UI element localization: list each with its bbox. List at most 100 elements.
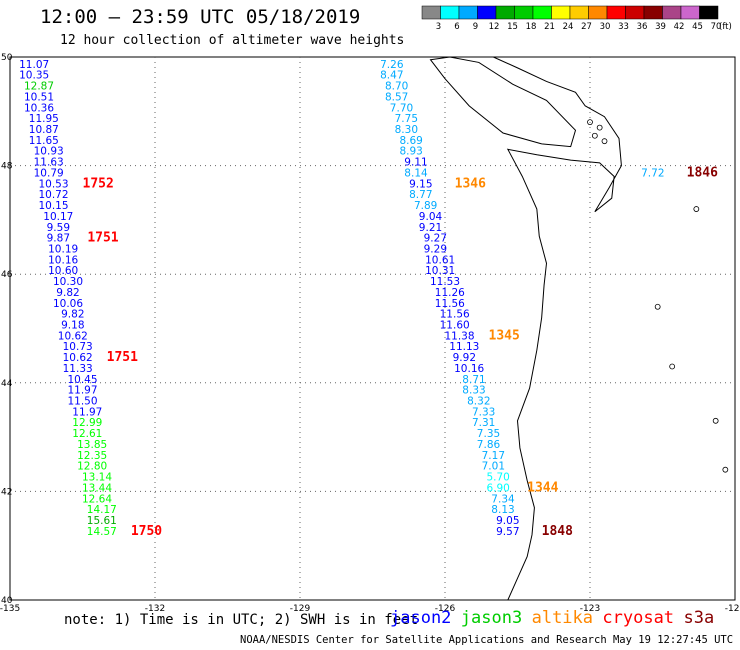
wave-height-value: 10.93 bbox=[34, 146, 64, 158]
wave-height-value: 10.16 bbox=[454, 363, 484, 375]
color-legend: 3 6 9 12 15 18 21 24 27 30 33 36 39 42 45 70(ft) bbox=[421, 5, 732, 32]
wave-height-value: 7.34 bbox=[491, 493, 515, 505]
legend-swatch bbox=[588, 5, 608, 20]
wave-height-value: 11.50 bbox=[67, 396, 97, 408]
wave-height-value: 11.26 bbox=[435, 287, 465, 299]
wave-height-value: 10.06 bbox=[53, 298, 83, 310]
lat-tick-label: 42 bbox=[1, 487, 12, 497]
wave-height-value: 9.27 bbox=[424, 233, 447, 245]
pass-time-labels: 1752 1751 1751 1750 1346 1345 1344 1848 1846 bbox=[83, 165, 719, 538]
wave-height-value: 12.99 bbox=[72, 417, 102, 429]
legend-label: 36 bbox=[637, 22, 648, 32]
map-title: 12:00 – 23:59 UTC 05/18/2019 bbox=[40, 6, 361, 28]
wave-height-value: 8.70 bbox=[385, 81, 408, 93]
wave-height-value: 13.14 bbox=[82, 472, 112, 484]
wave-height-value: 11.56 bbox=[435, 298, 465, 310]
lat-tick-label: 44 bbox=[1, 379, 13, 389]
map-frame bbox=[9, 56, 736, 601]
wave-height-value: 7.31 bbox=[472, 417, 495, 429]
wave-height-value: 5.70 bbox=[486, 472, 509, 484]
wave-height-value: 8.77 bbox=[409, 189, 432, 201]
island-outline bbox=[601, 138, 608, 145]
legend-swatch bbox=[421, 5, 441, 20]
satellite-jason2: jason2 bbox=[390, 608, 452, 628]
wave-height-value: 11.56 bbox=[440, 309, 470, 321]
wave-height-value: 9.21 bbox=[419, 222, 442, 234]
pass-time: 1846 bbox=[687, 165, 718, 180]
wave-height-value: 7.89 bbox=[414, 200, 437, 212]
map-border bbox=[9, 56, 736, 601]
legend-swatch bbox=[699, 5, 719, 20]
wave-height-value: 8.71 bbox=[462, 374, 485, 386]
mainland-coast bbox=[493, 56, 622, 601]
legend-label: 39 bbox=[655, 22, 666, 32]
wave-height-value: 8.13 bbox=[491, 504, 514, 516]
wave-height-value: 8.14 bbox=[404, 167, 428, 179]
island-outline bbox=[712, 417, 719, 424]
legend-label: 45 bbox=[692, 22, 703, 32]
wave-height-value: 8.93 bbox=[399, 146, 422, 158]
wave-height-value: 12.64 bbox=[82, 493, 112, 505]
lat-tick-label: 48 bbox=[1, 162, 13, 172]
wave-height-value: 7.01 bbox=[482, 461, 505, 473]
wave-height-value: 11.97 bbox=[67, 385, 97, 397]
island-outline bbox=[693, 206, 700, 212]
wave-height-value: 10.79 bbox=[34, 167, 64, 179]
wave-height-value: 10.19 bbox=[48, 243, 78, 255]
legend-label: 3 bbox=[436, 22, 441, 32]
legend-label: 9 bbox=[473, 22, 478, 32]
legend-swatch bbox=[440, 5, 460, 20]
lon-tick-label: -120 bbox=[725, 604, 740, 614]
satellite-altika: altika bbox=[531, 608, 594, 628]
wave-height-value: 11.95 bbox=[29, 113, 59, 125]
legend-unit: (ft) bbox=[719, 22, 732, 32]
wave-height-value: 10.62 bbox=[58, 330, 88, 342]
wave-height-value: 7.17 bbox=[482, 450, 505, 462]
wave-height-value: 11.33 bbox=[63, 363, 93, 375]
satellite-cryosat: cryosat bbox=[602, 608, 675, 628]
legend-swatch bbox=[514, 5, 534, 20]
wave-height-value: 8.57 bbox=[385, 91, 408, 103]
wave-height-value: 10.15 bbox=[38, 200, 68, 212]
legend-swatch bbox=[606, 5, 626, 20]
vancouver-island-coast bbox=[429, 56, 577, 148]
legend-label: 42 bbox=[674, 22, 685, 32]
wave-height-value: 8.69 bbox=[399, 135, 422, 147]
legend-swatch bbox=[477, 5, 497, 20]
lon-tick-label: -129 bbox=[290, 604, 311, 614]
wave-height-value: 7.26 bbox=[380, 59, 404, 71]
wave-height-value: 10.60 bbox=[48, 265, 78, 277]
wave-height-value: 10.51 bbox=[24, 91, 54, 103]
pass-time: 1751 bbox=[87, 231, 118, 246]
legend-swatch bbox=[662, 5, 682, 20]
wave-height-value: 12.61 bbox=[72, 428, 102, 440]
pass-time: 1752 bbox=[83, 176, 114, 191]
legend-label: 24 bbox=[563, 22, 574, 32]
legend-swatch bbox=[569, 5, 589, 20]
units-note: note: 1) Time is in UTC; 2) SWH is in fe… bbox=[64, 612, 419, 628]
legend-label: 15 bbox=[507, 22, 518, 32]
wave-height-value: 11.38 bbox=[444, 330, 474, 342]
wave-height-value: 9.82 bbox=[61, 309, 84, 321]
map-subtitle: 12 hour collection of altimeter wave hei… bbox=[60, 33, 405, 48]
wave-height-value: 7.35 bbox=[477, 428, 500, 440]
wave-height-value: 8.33 bbox=[462, 385, 485, 397]
wave-height-value: 13.44 bbox=[82, 482, 112, 494]
wave-height-value: 9.82 bbox=[56, 287, 79, 299]
lat-tick-label: 46 bbox=[1, 270, 13, 280]
wave-height-value: 10.62 bbox=[63, 352, 93, 364]
wave-height-value: 14.17 bbox=[87, 504, 117, 516]
wave-height-value: 7.72 bbox=[641, 167, 664, 179]
wave-height-value: 9.04 bbox=[419, 211, 443, 223]
island-outline bbox=[654, 303, 661, 310]
wave-height-value: 10.31 bbox=[425, 265, 455, 277]
wave-height-value: 9.57 bbox=[496, 526, 519, 538]
legend-label: 27 bbox=[581, 22, 592, 32]
pass-time: 1848 bbox=[542, 524, 573, 539]
wave-height-value: 10.30 bbox=[53, 276, 83, 288]
axis-labels: -135 -132 -129 -126 -123 -120 40 42 44 46 48 50 bbox=[0, 53, 740, 614]
pass-time: 1750 bbox=[131, 524, 162, 539]
legend-swatch bbox=[680, 5, 700, 20]
wave-height-value: 10.87 bbox=[29, 124, 59, 136]
wave-height-value: 9.92 bbox=[453, 352, 476, 364]
